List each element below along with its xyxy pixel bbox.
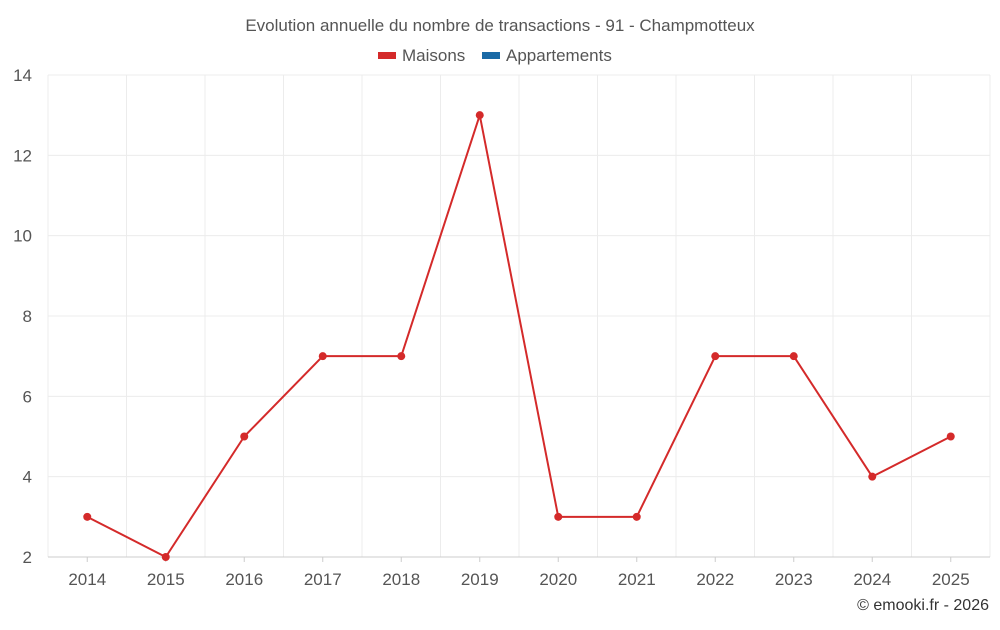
y-tick-label: 12 [13, 146, 32, 165]
chart-title: Evolution annuelle du nombre de transact… [245, 16, 755, 35]
x-tick-label: 2025 [932, 570, 970, 589]
legend-swatch [378, 52, 396, 59]
data-point[interactable] [868, 473, 876, 481]
x-tick-label: 2020 [539, 570, 577, 589]
x-tick-label: 2016 [225, 570, 263, 589]
data-point[interactable] [633, 513, 641, 521]
data-point[interactable] [162, 553, 170, 561]
y-tick-label: 6 [23, 387, 32, 406]
credit-text: © emooki.fr - 2026 [857, 597, 989, 614]
x-tick-label: 2014 [68, 570, 106, 589]
data-point[interactable] [554, 513, 562, 521]
x-tick-label: 2022 [696, 570, 734, 589]
x-tick-label: 2024 [853, 570, 891, 589]
x-tick-label: 2021 [618, 570, 656, 589]
data-point[interactable] [476, 111, 484, 119]
y-tick-label: 10 [13, 227, 32, 246]
x-tick-label: 2023 [775, 570, 813, 589]
y-tick-label: 4 [23, 468, 32, 487]
x-tick-label: 2015 [147, 570, 185, 589]
data-point[interactable] [711, 352, 719, 360]
x-tick-label: 2017 [304, 570, 342, 589]
data-point[interactable] [397, 352, 405, 360]
legend: Maisons Appartements [378, 46, 612, 65]
y-tick-label: 8 [23, 307, 32, 326]
legend-item-appartements[interactable]: Appartements [482, 46, 612, 65]
axes: 2 4 6 8 10 12 14 2014 2015 2016 2017 2018 2019 2020 20… [13, 66, 990, 589]
legend-label: Maisons [402, 46, 465, 65]
legend-swatch [482, 52, 500, 59]
x-tick-label: 2019 [461, 570, 499, 589]
data-point[interactable] [240, 433, 248, 441]
data-point[interactable] [947, 433, 955, 441]
y-tick-label: 14 [13, 66, 32, 85]
x-tick-label: 2018 [382, 570, 420, 589]
y-tick-label: 2 [23, 548, 32, 567]
data-point[interactable] [83, 513, 91, 521]
legend-item-maisons[interactable]: Maisons [378, 46, 465, 65]
legend-label: Appartements [506, 46, 612, 65]
data-point[interactable] [319, 352, 327, 360]
data-point[interactable] [790, 352, 798, 360]
